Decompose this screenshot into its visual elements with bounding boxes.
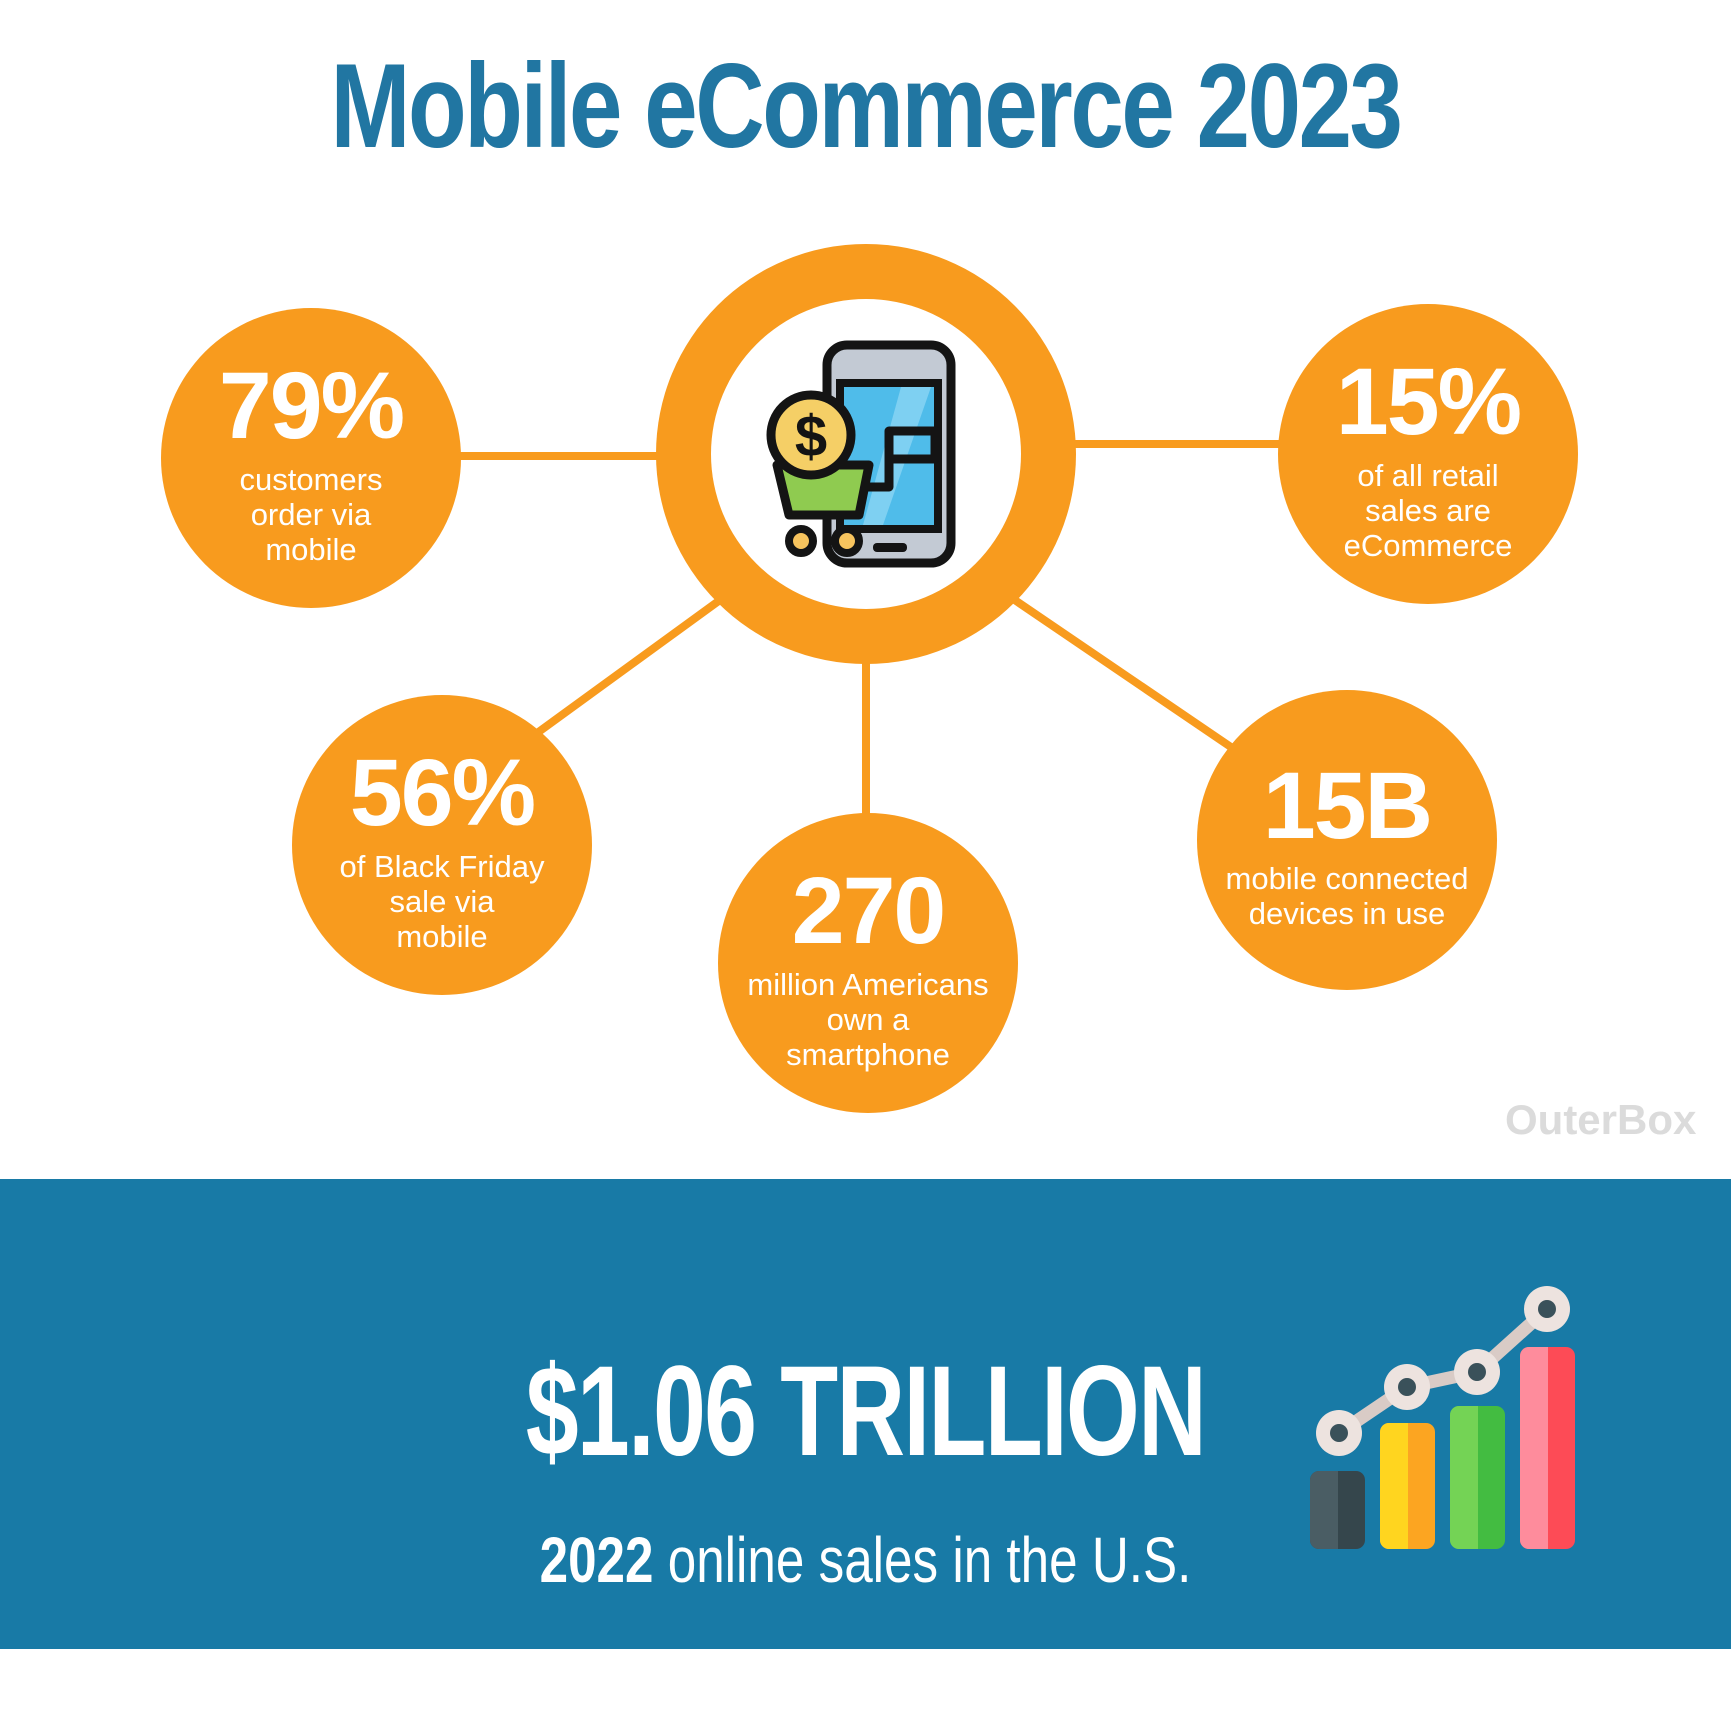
stat-value: 15% xyxy=(1335,349,1522,456)
trend-nodes xyxy=(1316,1286,1570,1456)
bar-dark xyxy=(1310,1471,1365,1549)
stat-label: of all retail sales are eCommerce xyxy=(1343,457,1513,563)
banner-subline-text: online sales in the U.S. xyxy=(653,1524,1192,1596)
bar-yellow xyxy=(1380,1423,1435,1549)
banner-headline: $1.06 TRILLION xyxy=(525,1340,1207,1483)
stat-circle-15b: 15B mobile connected devices in use xyxy=(1197,690,1497,990)
stat-value: 79% xyxy=(218,353,405,460)
stat-value: 270 xyxy=(791,858,947,965)
stat-label: customers order via mobile xyxy=(239,461,383,567)
growth-bar-chart-icon xyxy=(1310,1286,1575,1549)
bar-red xyxy=(1520,1347,1575,1549)
bar-green xyxy=(1450,1406,1505,1549)
stat-circle-15pct: 15% of all retail sales are eCommerce xyxy=(1278,304,1578,604)
dollar-sign-icon: $ xyxy=(795,404,827,469)
stat-label: mobile connected devices in use xyxy=(1225,861,1469,932)
trend-line xyxy=(1332,1302,1554,1440)
hub-inner-circle: $ xyxy=(711,299,1021,609)
stat-value: 15B xyxy=(1262,752,1433,859)
banner-subline-year: 2022 xyxy=(539,1524,654,1596)
page-title: Mobile eCommerce 2023 xyxy=(330,39,1403,173)
smartphone-shopping-cart-icon: $ xyxy=(766,340,956,568)
stat-circle-79pct: 79% customers order via mobile xyxy=(161,308,461,608)
stat-value: 56% xyxy=(349,740,536,847)
stat-label: of Black Friday sale via mobile xyxy=(339,848,545,954)
stat-circle-56pct: 56% of Black Friday sale via mobile xyxy=(292,695,592,995)
banner-subline: 2022 online sales in the U.S. xyxy=(173,1528,1558,1592)
watermark-outerbox: OuterBox xyxy=(1505,1096,1697,1143)
connector-bottom-right xyxy=(997,586,1253,764)
bottom-banner xyxy=(0,1179,1731,1649)
hub-circle: $ xyxy=(656,244,1076,664)
stat-label: million Americans own a smartphone xyxy=(747,966,989,1072)
stat-circle-270m: 270 million Americans own a smartphone xyxy=(718,813,1018,1113)
